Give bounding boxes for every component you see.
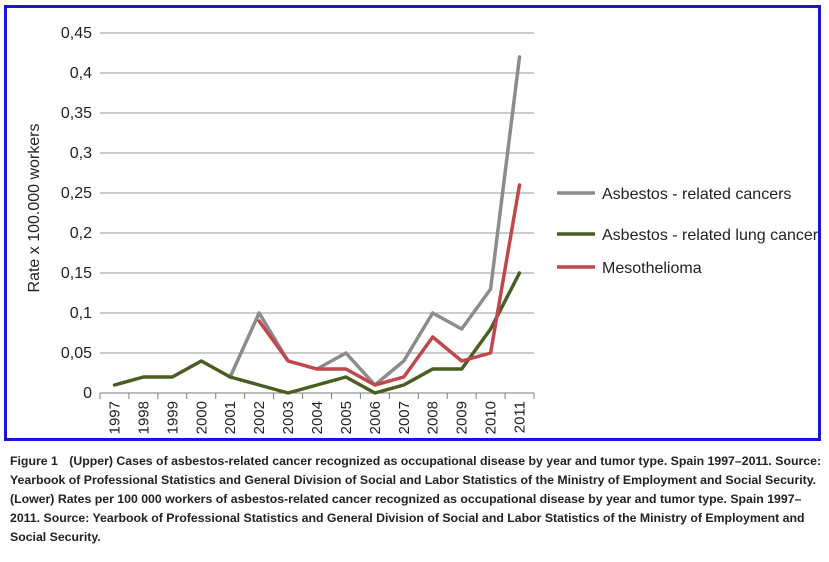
x-tick-label: 1999 (164, 401, 181, 434)
series-line-0 (228, 55, 522, 387)
y-tick-label: 0,45 (61, 25, 92, 42)
x-tick-label: 2001 (222, 401, 239, 434)
axes: 0 0,05 0,1 0,15 0,2 0,25 0,3 0,35 0,4 0,45 1997 199… (61, 25, 535, 434)
series-line-2 (257, 183, 522, 387)
figure-label: Figure 1 (10, 454, 58, 468)
y-tick-label: 0 (83, 385, 92, 402)
line-chart: 0 0,05 0,1 0,15 0,2 0,25 0,3 0,35 0,4 0,45 1997 199… (26, 25, 818, 434)
series-lines (112, 55, 522, 395)
y-tick-label: 0,25 (61, 185, 92, 202)
y-tick-label: 0,05 (61, 345, 92, 362)
x-tick-label: 2007 (396, 401, 413, 434)
legend-label: Asbestos - related lung cancer (602, 227, 818, 244)
legend: Asbestos - related cancers Asbestos - rel… (557, 186, 818, 277)
y-axis-label: Rate x 100.000 workers (26, 124, 43, 293)
series-line-1 (112, 271, 522, 395)
x-tick-label: 1997 (106, 401, 123, 434)
caption-text: (Upper) Cases of asbestos-related cancer… (10, 454, 822, 544)
x-tick-label: 2003 (280, 401, 297, 434)
x-tick-label: 1998 (135, 401, 152, 434)
figure-frame: 0 0,05 0,1 0,15 0,2 0,25 0,3 0,35 0,4 0,45 1997 199… (4, 5, 821, 441)
y-tick-label: 0,1 (70, 305, 92, 322)
x-tick-label: 2008 (425, 401, 442, 434)
y-tick-label: 0,35 (61, 105, 92, 122)
gridlines (100, 32, 534, 354)
x-tick-label: 2009 (454, 401, 471, 434)
x-tick-label: 2010 (483, 401, 500, 434)
x-tick-label: 2006 (367, 401, 384, 434)
y-tick-label: 0,2 (70, 225, 92, 242)
y-tick-label: 0,3 (70, 145, 92, 162)
x-tick-label: 2004 (309, 401, 326, 434)
figure-caption: Figure 1 (Upper) Cases of asbestos-relat… (10, 452, 822, 547)
x-tick-label: 2011 (512, 401, 529, 433)
y-tick-label: 0,15 (61, 265, 92, 282)
x-tick-label: 2000 (193, 401, 210, 434)
x-tick-label: 2005 (338, 401, 355, 434)
y-tick-label: 0,4 (70, 65, 92, 82)
x-tick-label: 2002 (251, 401, 268, 434)
legend-label: Asbestos - related cancers (602, 186, 791, 203)
legend-label: Mesothelioma (602, 260, 702, 277)
